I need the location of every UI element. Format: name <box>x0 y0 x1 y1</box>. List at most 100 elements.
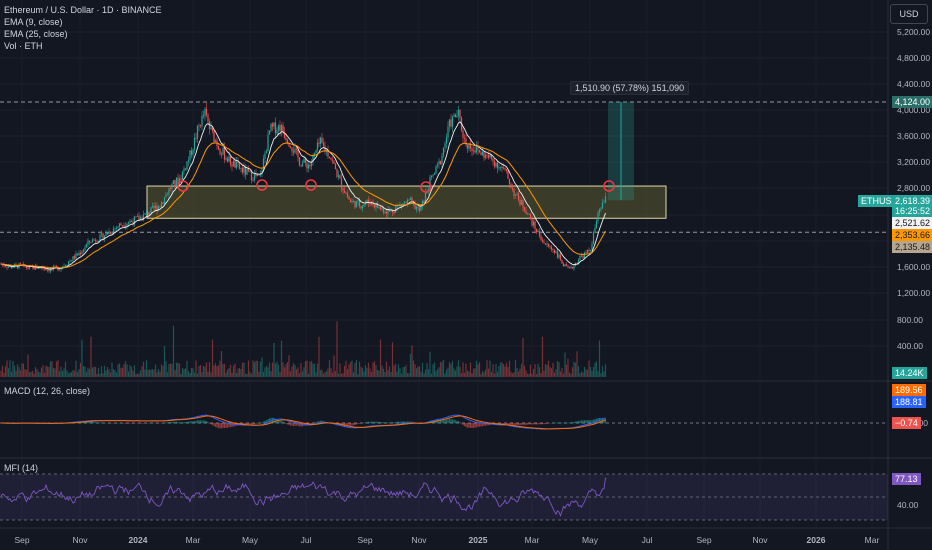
macd-histogram-bar <box>381 422 383 424</box>
candle-body <box>10 266 13 269</box>
candle-body <box>129 220 131 223</box>
candle-body <box>457 109 460 116</box>
legend-vol[interactable]: Vol · ETH <box>4 41 43 51</box>
candle-body <box>238 162 241 169</box>
candle-body <box>522 200 524 208</box>
volume-bar <box>210 372 212 377</box>
macd-tag: 188.81 <box>892 396 926 408</box>
candle-body <box>54 266 56 268</box>
macd-histogram-bar <box>387 422 389 424</box>
x-tick-label: 2025 <box>469 535 488 545</box>
volume-bar <box>412 360 415 377</box>
candle-body <box>462 130 464 138</box>
candle-body <box>555 251 557 253</box>
volume-bar <box>229 364 232 377</box>
volume-bar <box>54 368 56 377</box>
volume-bar <box>484 369 487 377</box>
volume-bar <box>130 366 133 377</box>
volume-bar <box>102 373 104 377</box>
volume-bar <box>133 365 136 377</box>
volume-bar <box>199 365 202 377</box>
macd-histogram-bar <box>217 423 220 428</box>
volume-bar <box>439 362 442 377</box>
candle-body <box>511 187 514 189</box>
volume-bar <box>364 365 367 377</box>
mfi-title[interactable]: MFI (14) <box>4 463 39 473</box>
volume-bar <box>69 372 71 377</box>
legend-symbol[interactable]: Ethereum / U.S. Dollar · 1D · BINANCE <box>4 5 162 15</box>
macd-histogram-bar <box>600 417 602 424</box>
volume-bar <box>565 364 568 377</box>
legend-ema25[interactable]: EMA (25, close) <box>4 29 68 39</box>
volume-bar <box>568 372 571 377</box>
volume-bar <box>348 364 350 377</box>
volume-bar <box>499 362 502 377</box>
candle-body <box>100 233 103 235</box>
volume-bar <box>301 371 304 377</box>
macd-title[interactable]: MACD (12, 26, close) <box>4 386 91 396</box>
candle-body <box>366 199 368 204</box>
volume-bar <box>433 362 436 377</box>
volume-bar <box>141 366 143 377</box>
macd-histogram-bar <box>298 423 301 427</box>
volume-bar <box>246 373 248 377</box>
volume-bar <box>324 372 326 377</box>
candle-body <box>253 174 256 181</box>
candle-body <box>565 264 568 266</box>
volume-bar <box>442 360 445 377</box>
macd-histogram-bar <box>592 419 595 424</box>
volume-bar <box>357 373 359 377</box>
macd-histogram-bar <box>544 423 547 424</box>
volume-bar <box>418 366 421 377</box>
macd-histogram-bar <box>210 423 212 425</box>
macd-histogram-bar <box>439 420 442 424</box>
candle-body <box>357 200 359 202</box>
macd-histogram-bar <box>382 422 385 424</box>
candle-body <box>262 158 265 171</box>
x-tick-label: Sep <box>14 535 29 545</box>
macd-histogram-bar <box>451 419 454 424</box>
volume-bar <box>12 361 14 377</box>
legend-ema9[interactable]: EMA (9, close) <box>4 17 63 27</box>
volume-bar <box>549 367 551 377</box>
volume-bar <box>543 370 545 377</box>
volume-bar <box>156 372 158 377</box>
candle-body <box>345 192 347 194</box>
volume-bar <box>291 366 293 377</box>
currency-unit-button[interactable]: USD <box>890 4 928 24</box>
macd-histogram-bar <box>598 417 601 424</box>
macd-histogram-bar <box>589 420 592 424</box>
x-tick-label: May <box>582 535 599 545</box>
volume-bar <box>432 364 434 377</box>
volume-bar <box>279 372 281 377</box>
macd-histogram-bar <box>360 423 362 424</box>
macd-histogram-bar <box>450 419 452 424</box>
volume-bar <box>193 372 196 377</box>
macd-histogram-bar <box>462 423 464 426</box>
volume-bar <box>558 362 560 377</box>
volume-bar <box>526 373 529 377</box>
volume-bar <box>255 360 257 377</box>
candle-body <box>424 191 427 203</box>
candle-body <box>384 211 386 213</box>
volume-bar <box>244 373 247 377</box>
candle-body <box>559 254 562 260</box>
macd-histogram-bar <box>514 423 517 426</box>
candle-body <box>138 216 140 221</box>
candle-body <box>87 240 89 245</box>
last-price-tag: 2,618.39 <box>892 195 932 207</box>
macd-histogram-bar <box>190 421 193 424</box>
candle-body <box>349 199 352 203</box>
ema9-line <box>0 121 606 270</box>
volume-bar <box>250 373 253 377</box>
volume-bar <box>487 368 490 377</box>
volume-bar <box>490 372 493 377</box>
volume-bar <box>423 373 425 377</box>
volume-bar <box>330 368 332 377</box>
candle-body <box>453 114 455 117</box>
volume-bar <box>351 360 353 377</box>
measure-label: 1,510.90 (57.78%) 151,090 <box>570 81 690 95</box>
volume-bar <box>85 372 88 377</box>
volume-bar <box>18 367 20 377</box>
